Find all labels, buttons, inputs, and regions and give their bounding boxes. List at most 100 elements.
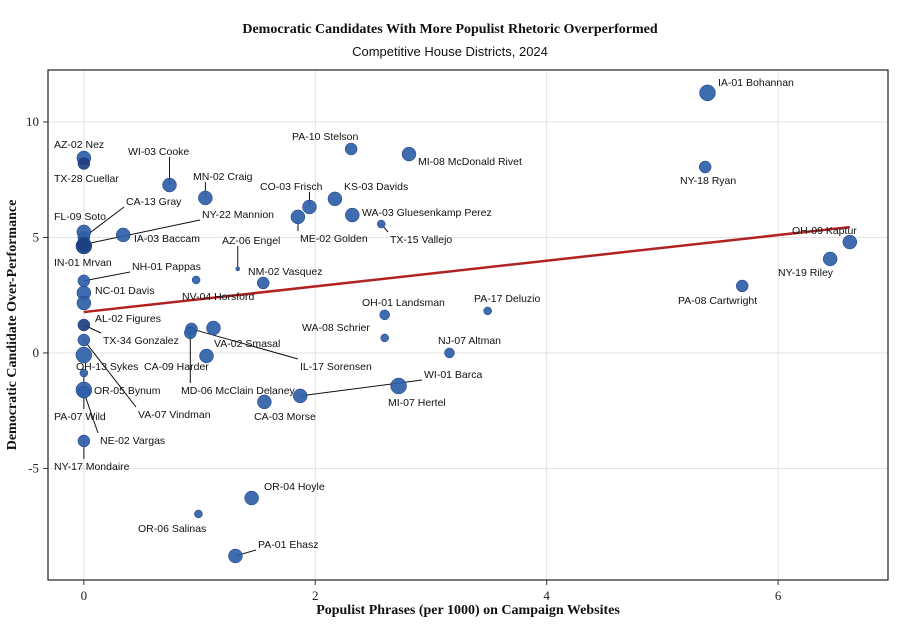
data-point: [302, 199, 317, 215]
data-point: [698, 160, 712, 174]
data-point: [194, 509, 203, 519]
data-point: [379, 309, 390, 321]
point-label: NY-17 Mondaire: [54, 461, 130, 473]
data-point: [75, 237, 93, 255]
x-axis-label: Populist Phrases (per 1000) on Campaign …: [316, 603, 620, 618]
point-label: KS-03 Davids: [344, 181, 408, 193]
point-label: IL-17 Sorensen: [300, 361, 372, 373]
chart-title: Democratic Candidates With More Populist…: [242, 22, 658, 37]
data-point: [77, 157, 91, 170]
point-label: NJ-07 Altman: [438, 335, 501, 347]
chart-subtitle: Competitive House Districts, 2024: [352, 44, 548, 59]
point-label: PA-07 Wild: [54, 411, 106, 423]
data-point: [191, 275, 201, 285]
y-axis-label: Democratic Candidate Over-Performance: [5, 200, 20, 451]
points: [75, 84, 858, 564]
data-point: [198, 190, 213, 206]
data-point: [256, 276, 270, 290]
data-point: [77, 333, 91, 347]
point-label: WI-03 Cooke: [128, 146, 189, 158]
data-point: [401, 146, 417, 162]
point-label: OH-01 Landsman: [362, 297, 445, 309]
data-point: [257, 394, 272, 410]
point-label: TX-15 Vallejo: [390, 234, 452, 246]
y-tick-label: -5: [28, 460, 39, 475]
point-label: PA-10 Stelson: [292, 131, 359, 143]
point-label: MN-02 Craig: [193, 171, 253, 183]
point-label: OR-04 Hoyle: [264, 481, 325, 493]
data-point: [77, 385, 91, 399]
data-point: [228, 548, 243, 564]
point-label: PA-17 Deluzio: [474, 293, 540, 305]
point-label: PA-08 Cartwright: [678, 295, 757, 307]
point-label: NY-22 Mannion: [202, 209, 274, 221]
x-tick-label: 2: [312, 588, 319, 603]
point-label: ME-02 Golden: [300, 233, 368, 245]
data-point: [184, 326, 197, 340]
point-label: NE-02 Vargas: [100, 435, 165, 447]
data-point: [162, 177, 177, 193]
data-point: [344, 142, 358, 156]
point-label: MI-07 Hertel: [388, 397, 446, 409]
point-label: WA-08 Schrier: [302, 322, 370, 334]
data-point: [206, 320, 221, 336]
point-label: IN-01 Mrvan: [54, 257, 112, 269]
point-label: NH-01 Pappas: [132, 261, 201, 273]
point-label: IA-03 Baccam: [134, 233, 200, 245]
axes: 0 2 4 6 -5 0 5 10: [26, 69, 889, 603]
data-point: [199, 348, 214, 364]
point-label: CA-03 Morse: [254, 411, 316, 423]
data-point: [376, 219, 386, 229]
y-tick-label: 0: [33, 345, 40, 360]
point-label: AZ-06 Engel: [222, 235, 280, 247]
y-tick-label: 5: [33, 229, 40, 244]
point-label: OH-09 Kaptur: [792, 225, 857, 237]
data-point: [244, 490, 259, 506]
point-label: NY-19 Riley: [778, 267, 834, 279]
data-point: [390, 377, 407, 395]
leader-line: [83, 271, 131, 282]
x-tick-label: 6: [775, 588, 782, 603]
point-label: MI-08 McDonald Rivet: [418, 156, 522, 168]
data-point: [77, 318, 91, 332]
point-label: CA-13 Gray: [126, 196, 182, 208]
plot-frame: [47, 69, 889, 581]
point-label: TX-34 Gonzalez: [103, 335, 179, 347]
point-label: CO-03 Frisch: [260, 181, 323, 193]
data-point: [444, 347, 455, 359]
x-tick-label: 4: [543, 588, 550, 603]
leader-line: [83, 339, 137, 408]
data-point: [76, 224, 92, 240]
x-tick-label: 0: [81, 588, 88, 603]
point-label: IA-01 Bohannan: [718, 77, 794, 89]
data-point: [735, 279, 749, 293]
leader-line: [83, 392, 99, 434]
point-label: AL-02 Figures: [95, 313, 161, 325]
point-label: MD-06 McClain Delaney: [181, 385, 296, 397]
point-label: TX-28 Cuellar: [54, 173, 119, 185]
data-point: [380, 333, 389, 343]
point-label: OR-06 Salinas: [138, 523, 206, 535]
data-point: [115, 227, 131, 243]
point-label: WA-03 Gluesenkamp Perez: [362, 207, 492, 219]
point-label: NC-01 Davis: [95, 285, 155, 297]
data-point: [699, 84, 716, 102]
point-label: WI-01 Barca: [424, 369, 483, 381]
point-label: AZ-02 Nez: [54, 139, 104, 151]
point-label: NY-18 Ryan: [680, 175, 736, 187]
data-point: [292, 388, 308, 404]
point-label: OH-13 Sykes: [76, 361, 138, 373]
data-point: [822, 251, 838, 267]
data-point: [77, 274, 91, 288]
point-label: OR-05 Bynum: [94, 385, 161, 397]
data-point: [842, 234, 858, 250]
data-point: [235, 266, 241, 272]
point-label: VA-02 Smasal: [214, 338, 280, 350]
point-label: PA-01 Ehasz: [258, 539, 319, 551]
data-point: [76, 295, 92, 311]
y-tick-label: 10: [26, 114, 39, 129]
point-label: FL-09 Soto: [54, 211, 106, 223]
point-label: NM-02 Vasquez: [248, 266, 323, 278]
leader-line: [83, 219, 201, 245]
